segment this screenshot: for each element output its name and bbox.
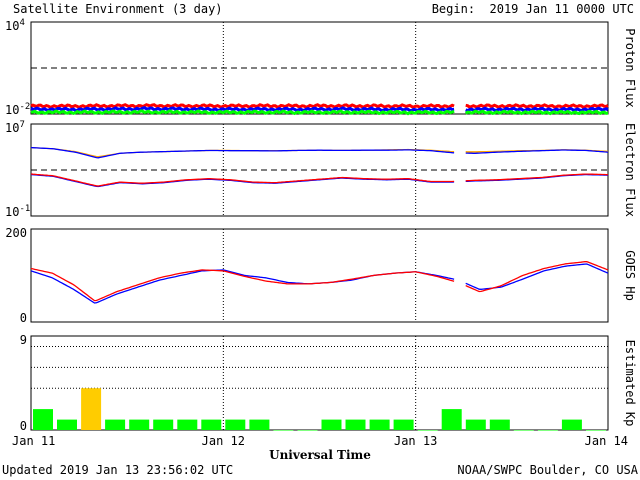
kp-bar (129, 419, 150, 430)
goes-hp-panel: 200 0 GOES Hp (5, 226, 637, 325)
y-axis-label: Estimated Kp (623, 340, 637, 427)
updated-timestamp: Updated 2019 Jan 13 23:56:02 UTC (2, 463, 233, 477)
kp-bar (345, 419, 366, 430)
kp-bar (393, 419, 414, 430)
x-tick-label: Jan 11 (12, 434, 55, 448)
panel-frame (30, 228, 609, 323)
kp-bar (57, 419, 77, 430)
kp-bar (513, 430, 534, 431)
x-axis-tick-labels: Jan 11 Jan 12 Jan 13 Jan 14 (12, 434, 628, 448)
y-axis-label: Electron Flux (623, 123, 637, 217)
y-axis-label: Proton Flux (623, 28, 637, 107)
series-line (465, 106, 609, 113)
kp-bar (177, 419, 198, 430)
kp-bar (201, 419, 222, 430)
x-tick-label: Jan 12 (202, 434, 245, 448)
series-line (30, 103, 455, 109)
kp-bar (369, 419, 390, 430)
series-line (465, 260, 609, 293)
kp-bar (273, 430, 294, 431)
series-line (464, 109, 609, 116)
kp-bar (105, 419, 126, 430)
series-line (30, 267, 455, 302)
kp-bar (586, 430, 606, 431)
kp-bar (417, 430, 438, 431)
x-tick-label: Jan 14 (585, 434, 628, 448)
y-tick-bottom: 0 (20, 419, 27, 433)
series-line (30, 109, 455, 116)
y-tick-bottom: 10-1 (5, 204, 30, 219)
series-line (30, 146, 455, 159)
proton-flux-panel: 104 10-2 Proton Flux (5, 18, 637, 117)
kp-bar (321, 419, 342, 430)
y-tick-top: 200 (5, 226, 27, 240)
y-tick-top: 104 (5, 18, 25, 33)
series-line (465, 103, 609, 109)
kp-bar (489, 419, 510, 430)
y-tick-top: 107 (5, 120, 25, 135)
x-axis-label: Universal Time (269, 448, 371, 462)
kp-bar (81, 388, 102, 430)
chart-title: Satellite Environment (3 day) (13, 2, 223, 16)
series-line (465, 173, 608, 182)
series-line (30, 173, 455, 187)
kp-bar (441, 409, 462, 430)
kp-bar (561, 419, 582, 430)
series-line (465, 149, 609, 154)
kp-bar (225, 419, 246, 430)
kp-bar (33, 409, 53, 430)
x-tick-label: Jan 13 (394, 434, 437, 448)
estimated-kp-panel: 9 0 Estimated Kp (20, 333, 637, 433)
credit-label: NOAA/SWPC Boulder, CO USA (457, 463, 638, 477)
electron-flux-panel: 107 10-1 Electron Flux (5, 120, 637, 219)
kp-bar (249, 419, 270, 430)
y-tick-bottom: 0 (20, 311, 27, 325)
begin-label: Begin: 2019 Jan 11 0000 UTC (432, 2, 634, 16)
panel-frame (30, 335, 609, 431)
kp-bar (297, 430, 318, 431)
y-tick-bottom: 10-2 (5, 102, 30, 117)
y-axis-label: GOES Hp (623, 250, 637, 301)
kp-bar (465, 419, 486, 430)
kp-bar (537, 430, 558, 431)
y-tick-top: 9 (20, 333, 27, 347)
kp-bar (153, 419, 174, 430)
series-line (30, 106, 455, 113)
